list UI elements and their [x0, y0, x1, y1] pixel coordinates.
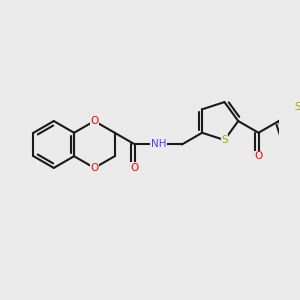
Text: NH: NH	[151, 140, 166, 149]
Text: O: O	[254, 151, 263, 161]
Text: O: O	[90, 163, 98, 173]
Text: O: O	[90, 116, 98, 126]
Text: O: O	[131, 163, 139, 173]
Text: S: S	[295, 102, 300, 112]
Text: S: S	[221, 135, 228, 145]
